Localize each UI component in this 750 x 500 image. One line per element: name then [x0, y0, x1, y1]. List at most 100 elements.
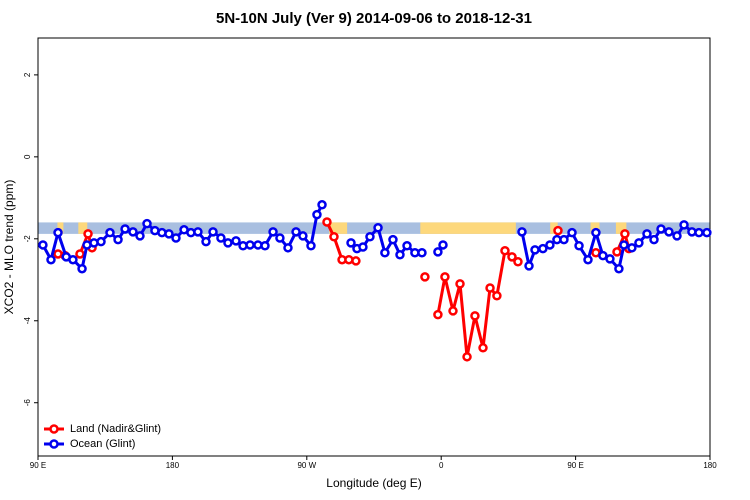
- data-point: [201, 236, 211, 247]
- series-line: [57, 221, 631, 359]
- data-point: [433, 309, 443, 320]
- data-point: [440, 272, 450, 282]
- data-point: [455, 279, 465, 289]
- data-point: [231, 236, 241, 246]
- data-point: [298, 231, 308, 241]
- data-point: [470, 311, 480, 321]
- y-tick-label: -6: [23, 399, 32, 407]
- data-point: [208, 227, 218, 237]
- data-point: [275, 233, 285, 243]
- data-point: [402, 241, 412, 251]
- x-tick-label: 90 W: [297, 461, 316, 470]
- legend-marker: [49, 424, 59, 434]
- data-point: [283, 243, 293, 253]
- data-point: [702, 227, 712, 238]
- data-point: [642, 229, 652, 239]
- land-band: [329, 222, 348, 234]
- data-point: [128, 227, 138, 237]
- data-point: [420, 272, 430, 282]
- data-point: [260, 241, 270, 251]
- data-point: [538, 243, 548, 254]
- data-point: [448, 306, 458, 316]
- data-point: [291, 227, 301, 237]
- data-point: [68, 254, 78, 265]
- data-point: [322, 217, 332, 227]
- data-point: [171, 233, 181, 243]
- data-point: [388, 234, 398, 245]
- data-point: [574, 241, 584, 251]
- data-point: [38, 240, 48, 250]
- legend-label: Land (Nadir&Glint): [70, 423, 161, 435]
- y-tick-label: 0: [23, 154, 32, 159]
- data-point: [346, 238, 356, 248]
- data-point: [142, 218, 152, 229]
- data-point: [96, 236, 106, 247]
- data-point: [517, 227, 527, 237]
- data-point: [329, 232, 339, 242]
- data-point: [120, 224, 130, 234]
- data-point: [46, 254, 56, 265]
- y-tick-label: 2: [23, 72, 32, 77]
- x-tick-label: 90 E: [567, 461, 583, 470]
- data-point: [567, 227, 577, 238]
- data-point: [113, 234, 123, 245]
- data-point: [634, 238, 644, 248]
- data-point: [530, 245, 540, 255]
- data-point: [591, 227, 601, 238]
- data-point: [619, 240, 629, 250]
- data-point: [462, 352, 472, 362]
- x-tick-label: 0: [439, 461, 444, 470]
- chart-title: 5N-10N July (Ver 9) 2014-09-06 to 2018-1…: [216, 10, 532, 27]
- data-point: [164, 229, 174, 239]
- data-point: [559, 234, 569, 245]
- y-axis-label: XCO2 - MLO trend (ppm): [2, 180, 16, 315]
- data-point: [373, 222, 383, 233]
- data-point: [245, 240, 255, 250]
- data-point: [317, 200, 327, 210]
- data-point: [105, 227, 115, 238]
- legend-label: Ocean (Glint): [70, 438, 135, 450]
- data-point: [524, 261, 534, 271]
- data-point: [672, 231, 682, 241]
- data-point: [553, 225, 563, 236]
- land-band: [420, 222, 516, 234]
- data-point: [694, 227, 704, 238]
- land-band: [78, 222, 88, 234]
- data-point: [380, 247, 390, 258]
- data-point: [417, 247, 427, 258]
- data-point: [83, 229, 93, 239]
- data-point: [438, 240, 448, 250]
- data-point: [620, 229, 630, 239]
- land-band: [615, 222, 627, 234]
- data-point: [598, 250, 608, 261]
- data-point: [365, 232, 375, 242]
- legend-marker: [49, 439, 59, 449]
- data-point: [268, 227, 278, 237]
- y-tick-label: -4: [23, 317, 32, 325]
- data-point: [583, 254, 593, 265]
- data-point: [513, 257, 523, 267]
- data-point: [492, 291, 502, 301]
- data-point: [612, 247, 622, 257]
- data-point: [193, 227, 203, 237]
- data-point: [485, 283, 495, 293]
- data-point: [77, 263, 87, 274]
- data-point: [656, 224, 666, 234]
- data-point: [500, 245, 510, 256]
- data-point: [223, 238, 233, 248]
- data-point: [679, 220, 689, 230]
- data-point: [664, 227, 674, 237]
- plot-frame: [37, 37, 711, 457]
- data-point: [53, 227, 63, 238]
- data-point: [312, 209, 322, 220]
- data-point: [135, 231, 145, 241]
- data-point: [216, 233, 226, 243]
- x-tick-label: 180: [703, 461, 717, 470]
- data-point: [545, 240, 555, 250]
- data-point: [605, 254, 615, 264]
- land-band: [57, 222, 64, 234]
- x-tick-label: 180: [166, 461, 180, 470]
- data-point: [478, 343, 488, 353]
- data-point: [306, 241, 316, 251]
- x-axis-label: Longitude (deg E): [326, 476, 421, 490]
